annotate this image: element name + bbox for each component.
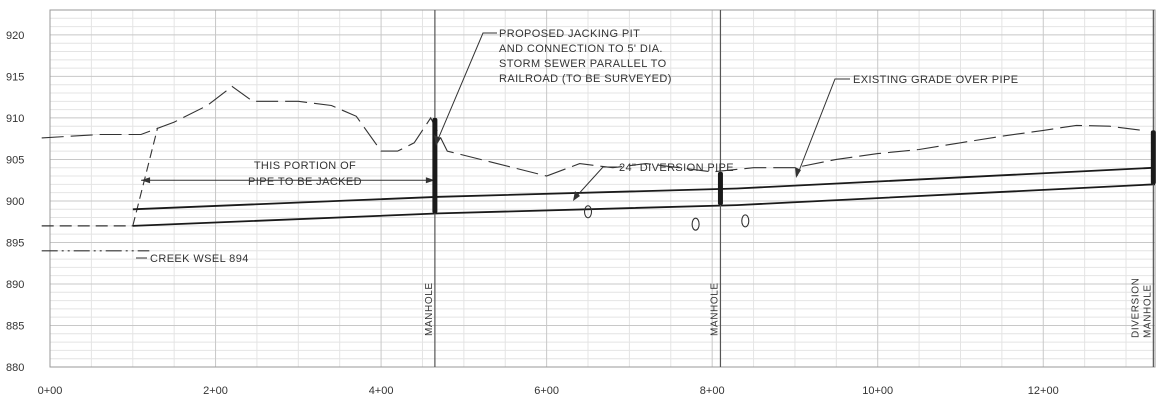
jacked-extent-arrow-left xyxy=(141,177,151,184)
profile-lines xyxy=(41,85,1156,252)
diversion-pipe-leader xyxy=(573,166,617,200)
jacking-pit-note-line-3: STORM SEWER PARALLEL TO xyxy=(499,58,667,70)
y-tick-label: 885 xyxy=(6,320,24,332)
jacking-pit-note-line-4: RAILROAD (TO BE SURVEYED) xyxy=(499,73,672,85)
plot-frame xyxy=(49,9,1156,368)
existing-grade-line xyxy=(41,85,1143,177)
y-tick-label: 890 xyxy=(6,279,24,291)
y-tick-label: 895 xyxy=(6,237,24,249)
x-tick-label: 2+00 xyxy=(203,385,228,397)
y-tick-label: 915 xyxy=(6,71,24,83)
manhole-2-label: MANHOLE xyxy=(709,282,720,336)
x-tick-label: 10+00 xyxy=(862,385,893,397)
existing-grade-leader-arrow xyxy=(795,167,801,178)
manhole-1-riser xyxy=(432,117,438,214)
pipe-top-line xyxy=(132,166,1156,211)
leader-lines xyxy=(136,32,850,259)
major-gridlines xyxy=(49,10,1155,368)
jacked-extent-arrow-right xyxy=(425,177,435,184)
diversion-pipe-note: 24" DIVERSION PIPE xyxy=(619,162,734,174)
jacking-pit-note-line-2: AND CONNECTION TO 5' DIA. xyxy=(499,43,663,55)
profile-marker xyxy=(691,217,700,231)
y-axis-labels: 880 885 890 895 900 905 910 915 920 xyxy=(6,30,24,374)
creek-wsel-note: CREEK WSEL 894 xyxy=(150,253,249,265)
x-tick-label: 4+00 xyxy=(369,385,394,397)
x-tick-label: 0+00 xyxy=(38,385,63,397)
manhole-3-riser xyxy=(1150,130,1156,185)
x-tick-label: 12+00 xyxy=(1028,385,1059,397)
y-tick-label: 920 xyxy=(6,30,24,42)
manhole-3-label-line-2: MANHOLE xyxy=(1142,284,1153,338)
manhole-3-label-line-1: DIVERSION xyxy=(1130,278,1141,338)
y-tick-label: 910 xyxy=(6,113,24,125)
jacked-portion-note-line-2: PIPE TO BE JACKED xyxy=(248,176,362,188)
jacking-pit-leader xyxy=(435,32,497,145)
profile-marker xyxy=(741,214,750,228)
y-tick-label: 900 xyxy=(6,196,24,208)
x-axis-labels: 0+00 2+00 4+00 6+00 8+00 10+00 12+00 xyxy=(38,385,1059,397)
diversion-pipe-leader-arrow xyxy=(573,191,580,201)
manhole-2-riser xyxy=(717,171,723,206)
jacking-pit-note-line-1: PROPOSED JACKING PIT xyxy=(499,28,640,40)
existing-grade-note: EXISTING GRADE OVER PIPE xyxy=(853,74,1018,86)
x-tick-label: 6+00 xyxy=(534,385,559,397)
existing-grade-leader xyxy=(796,78,850,177)
manhole-1-label: MANHOLE xyxy=(424,282,435,336)
y-tick-label: 880 xyxy=(6,362,24,374)
profile-marker xyxy=(583,205,593,219)
y-tick-label: 905 xyxy=(6,154,24,166)
jacking-pit-leader-arrow xyxy=(434,135,441,146)
pipe-bottom-line xyxy=(132,183,1156,227)
jacked-portion-note-line-1: THIS PORTION OF xyxy=(254,160,356,172)
x-tick-label: 8+00 xyxy=(700,385,725,397)
